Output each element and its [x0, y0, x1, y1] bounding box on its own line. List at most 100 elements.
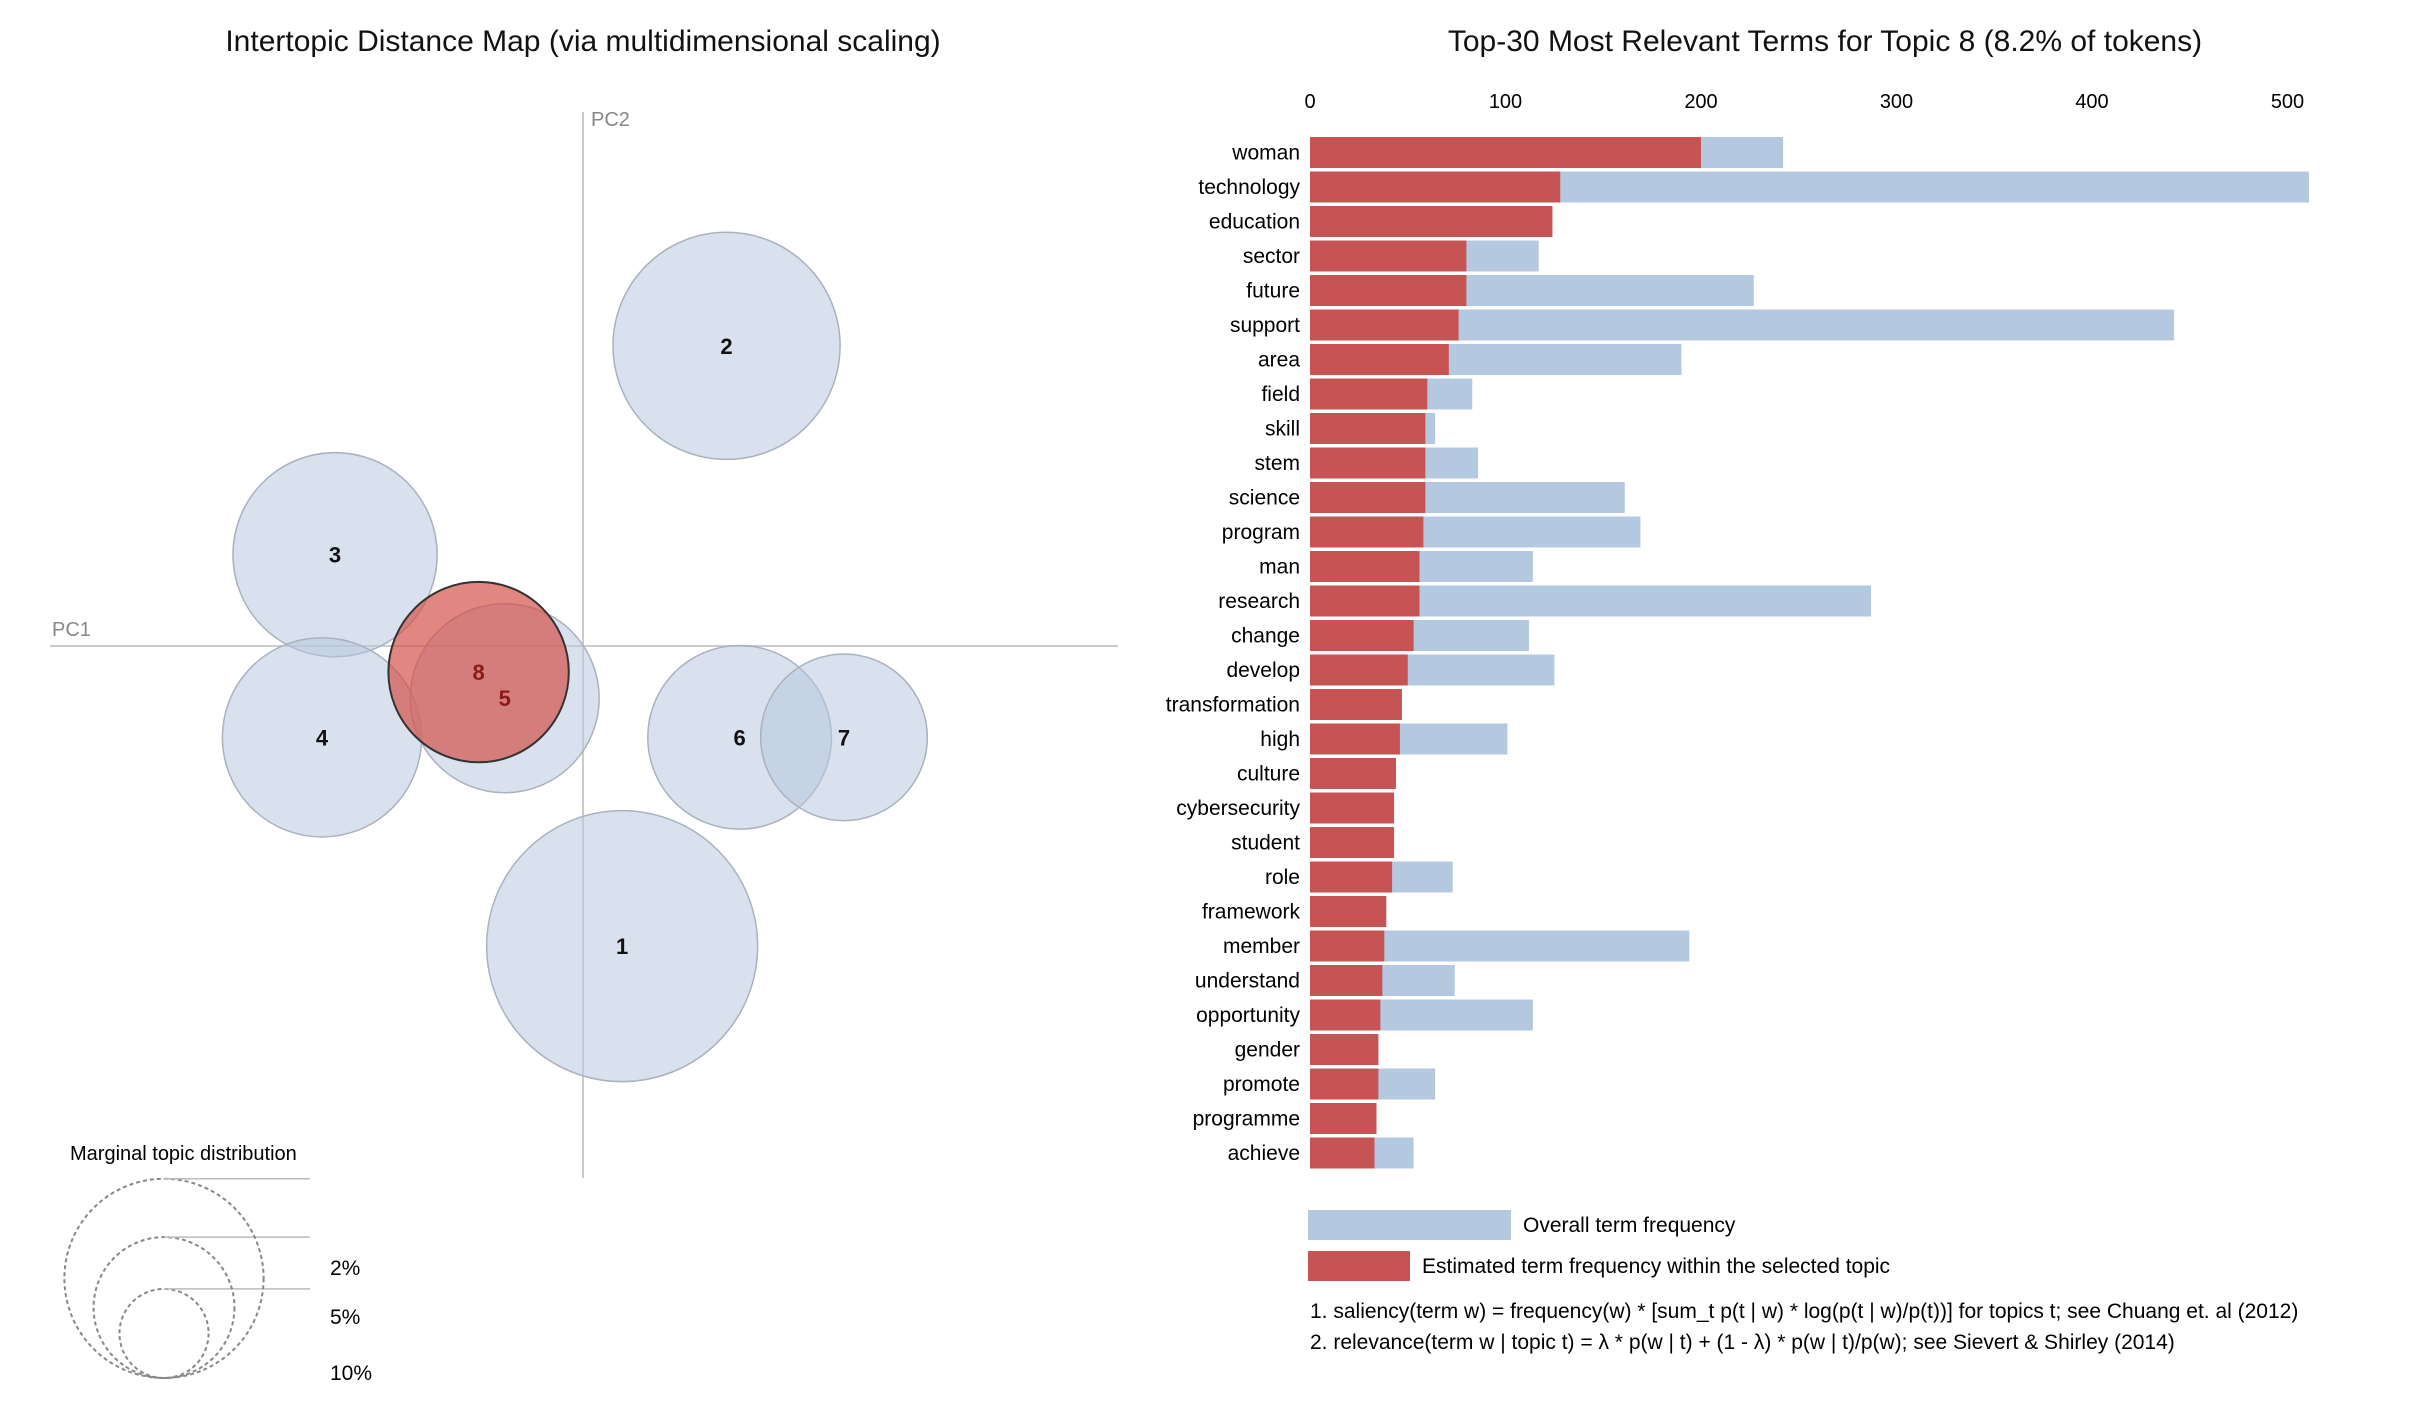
x-tick-300: 300 [1880, 91, 1913, 113]
bar-topic-gender[interactable] [1310, 1034, 1379, 1065]
term-label-transformation[interactable]: transformation [1166, 694, 1300, 717]
bar-topic-opportunity[interactable] [1310, 999, 1381, 1031]
bar-topic-stem[interactable] [1310, 447, 1426, 479]
bar-topic-woman[interactable] [1310, 137, 1701, 168]
bar-topic-framework[interactable] [1310, 896, 1387, 927]
term-label-opportunity[interactable]: opportunity [1196, 1004, 1300, 1027]
bar-topic-field[interactable] [1310, 378, 1428, 410]
term-label-program[interactable]: program [1222, 521, 1300, 544]
term-label-cybersecurity[interactable]: cybersecurity [1176, 797, 1300, 820]
x-axis-ticks: 0 100 200 300 400 500 [1304, 91, 2304, 113]
term-label-student[interactable]: student [1231, 832, 1300, 855]
term-label-achieve[interactable]: achieve [1228, 1142, 1300, 1165]
term-label-framework[interactable]: framework [1202, 901, 1301, 924]
term-label-gender[interactable]: gender [1235, 1039, 1300, 1062]
term-label-education[interactable]: education [1209, 211, 1300, 234]
intertopic-map-panel: Intertopic Distance Map (via multidimens… [50, 25, 1118, 1178]
map-title: Intertopic Distance Map (via multidimens… [225, 25, 940, 58]
bar-topic-future[interactable] [1310, 275, 1467, 306]
term-label-research[interactable]: research [1218, 590, 1300, 613]
bar-topic-skill[interactable] [1310, 413, 1426, 444]
legend-swatch-overall [1308, 1210, 1511, 1240]
term-label-member[interactable]: member [1223, 935, 1300, 958]
marginal-label-10: 10% [330, 1362, 372, 1385]
term-label-support[interactable]: support [1230, 314, 1300, 337]
topic-label-6[interactable]: 6 [733, 725, 745, 750]
bar-topic-achieve[interactable] [1310, 1137, 1375, 1169]
pc1-label: PC1 [52, 619, 91, 641]
terms-panel: Top-30 Most Relevant Terms for Topic 8 (… [1166, 25, 2310, 1169]
legend-swatch-topic [1308, 1251, 1410, 1281]
term-label-area[interactable]: area [1258, 349, 1300, 372]
topic-label-4[interactable]: 4 [316, 725, 329, 750]
topic-circle-1[interactable] [485, 809, 759, 1083]
marginal-legend-title: Marginal topic distribution [70, 1143, 297, 1165]
term-label-sector[interactable]: sector [1243, 245, 1300, 268]
bar-topic-technology[interactable] [1310, 171, 1561, 203]
marginal-circle-10 [63, 1177, 265, 1380]
bar-topic-develop[interactable] [1310, 654, 1408, 686]
marginal-label-2: 2% [330, 1257, 360, 1280]
term-label-change[interactable]: change [1231, 625, 1300, 648]
bar-topic-role[interactable] [1310, 861, 1393, 893]
term-label-promote[interactable]: promote [1223, 1073, 1300, 1096]
terms-title: Top-30 Most Relevant Terms for Topic 8 (… [1448, 25, 2202, 58]
bar-topic-promote[interactable] [1310, 1068, 1379, 1100]
bar-topic-high[interactable] [1310, 723, 1400, 755]
term-label-science[interactable]: science [1229, 487, 1300, 510]
topic-label-5[interactable]: 5 [499, 686, 511, 711]
term-label-woman[interactable]: woman [1231, 142, 1300, 165]
bar-topic-support[interactable] [1310, 309, 1459, 341]
term-label-technology[interactable]: technology [1198, 176, 1300, 199]
term-label-high[interactable]: high [1260, 728, 1300, 751]
x-tick-0: 0 [1304, 91, 1315, 113]
term-label-culture[interactable]: culture [1237, 763, 1300, 786]
term-label-skill[interactable]: skill [1265, 418, 1300, 441]
topic-label-7[interactable]: 7 [838, 725, 850, 750]
topic-label-8[interactable]: 8 [472, 660, 484, 685]
x-tick-400: 400 [2075, 91, 2108, 113]
term-label-programme[interactable]: programme [1193, 1108, 1300, 1131]
topic-labels: 1 2 3 4 5 6 7 8 [316, 334, 850, 959]
x-tick-100: 100 [1489, 91, 1522, 113]
bar-legend: Overall term frequency Estimated term fr… [1308, 1210, 1890, 1281]
topic-circle-7[interactable] [759, 653, 929, 822]
term-label-understand[interactable]: understand [1195, 970, 1300, 993]
term-label-role[interactable]: role [1265, 866, 1300, 889]
legend-label-topic: Estimated term frequency within the sele… [1422, 1255, 1890, 1278]
bar-topic-member[interactable] [1310, 930, 1385, 962]
bar-topic-research[interactable] [1310, 585, 1420, 617]
bar-topic-man[interactable] [1310, 551, 1420, 582]
bar-topic-transformation[interactable] [1310, 689, 1402, 720]
term-label-man[interactable]: man [1259, 556, 1300, 579]
marginal-label-5: 5% [330, 1306, 360, 1329]
term-label-develop[interactable]: develop [1226, 659, 1300, 682]
term-label-stem[interactable]: stem [1254, 452, 1300, 475]
term-label-future[interactable]: future [1246, 280, 1300, 303]
bar-topic-program[interactable] [1310, 516, 1424, 548]
topic-circle-2[interactable] [612, 231, 841, 461]
topic-label-3[interactable]: 3 [329, 543, 341, 568]
topic-label-1[interactable]: 1 [616, 934, 628, 959]
bar-topic-area[interactable] [1310, 344, 1449, 375]
bar-topic-student[interactable] [1310, 827, 1395, 858]
term-label-field[interactable]: field [1261, 383, 1300, 406]
bar-topic-programme[interactable] [1310, 1103, 1377, 1134]
bar-topic-sector[interactable] [1310, 240, 1467, 272]
x-tick-500: 500 [2271, 91, 2304, 113]
pc2-label: PC2 [591, 109, 630, 131]
bar-topic-cybersecurity[interactable] [1310, 792, 1395, 824]
bar-topic-science[interactable] [1310, 482, 1426, 513]
bar-topic-change[interactable] [1310, 620, 1414, 651]
bar-topic-understand[interactable] [1310, 965, 1383, 996]
marginal-circle-5 [92, 1236, 236, 1379]
legend-label-overall: Overall term frequency [1523, 1214, 1736, 1237]
bar-topic-culture[interactable] [1310, 758, 1397, 789]
topic-circle-8[interactable] [387, 580, 570, 764]
topic-label-2[interactable]: 2 [720, 334, 732, 359]
term-bars[interactable] [1310, 137, 2310, 1169]
term-labels[interactable]: woman technology education sector future supp… [1166, 142, 1301, 1166]
x-tick-200: 200 [1684, 91, 1717, 113]
bar-topic-education[interactable] [1310, 206, 1553, 237]
